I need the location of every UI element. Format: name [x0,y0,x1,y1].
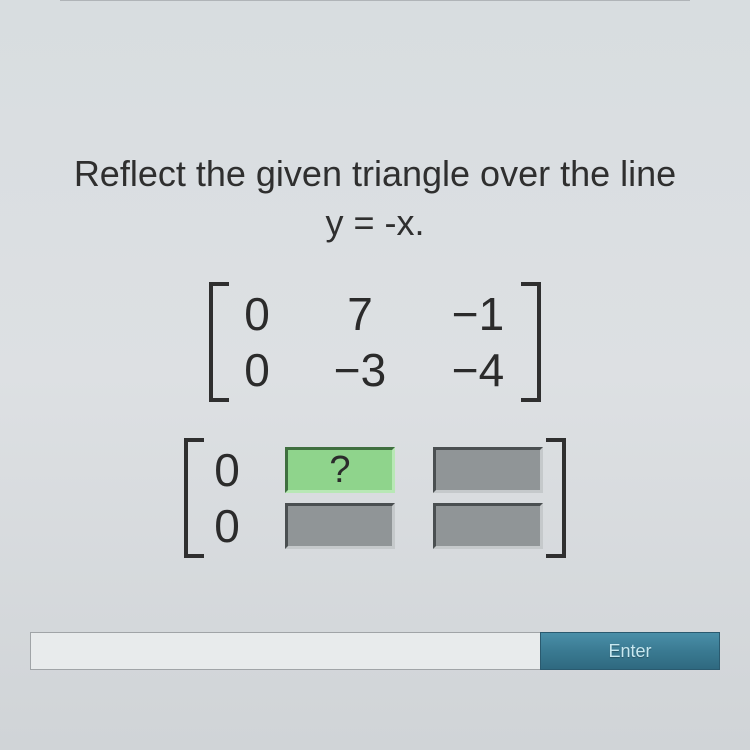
answer-matrix-container: 0 ? 0 [0,438,750,558]
ans-slot-r2c3[interactable] [433,503,543,549]
prompt-line-2: y = -x. [20,199,730,248]
src-cell-r1c3: −1 [433,287,523,341]
problem-prompt: Reflect the given triangle over the line… [20,150,730,247]
ans-slot-value: ? [329,449,350,492]
src-cell-r1c2: 7 [315,287,405,341]
src-cell-r2c1: 0 [227,343,287,397]
answer-input[interactable] [30,632,540,670]
answer-input-row: Enter [30,632,720,670]
src-cell-r2c2: −3 [315,343,405,397]
answer-matrix: 0 ? 0 [184,438,566,558]
ans-slot-r2c2[interactable] [285,503,395,549]
ans-cell-r1c1: 0 [202,443,252,497]
ans-slot-r1c2-active[interactable]: ? [285,447,395,493]
src-cell-r2c3: −4 [433,343,523,397]
ans-cell-r2c1: 0 [202,499,252,553]
prompt-line-1: Reflect the given triangle over the line [20,150,730,199]
source-matrix-container: 0 7 −1 0 −3 −4 [0,282,750,402]
ans-slot-r1c3[interactable] [433,447,543,493]
enter-button[interactable]: Enter [540,632,720,670]
source-matrix: 0 7 −1 0 −3 −4 [209,282,541,402]
top-border [60,0,690,1]
src-cell-r1c1: 0 [227,287,287,341]
